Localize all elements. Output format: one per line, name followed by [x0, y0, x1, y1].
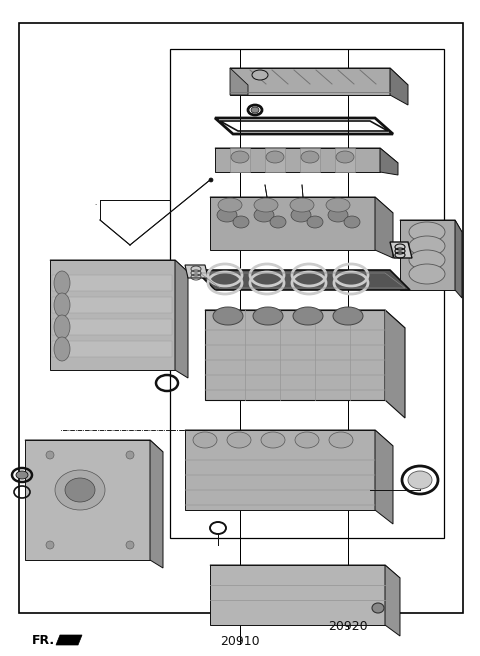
- Ellipse shape: [46, 451, 54, 459]
- Ellipse shape: [409, 236, 445, 256]
- Polygon shape: [215, 148, 380, 172]
- Ellipse shape: [336, 151, 354, 163]
- Polygon shape: [230, 148, 250, 172]
- Polygon shape: [185, 265, 208, 278]
- Ellipse shape: [16, 471, 28, 479]
- Polygon shape: [390, 68, 408, 105]
- Polygon shape: [56, 635, 82, 645]
- Polygon shape: [50, 260, 188, 272]
- Ellipse shape: [344, 216, 360, 228]
- Ellipse shape: [409, 264, 445, 284]
- Ellipse shape: [253, 307, 283, 325]
- Ellipse shape: [233, 216, 249, 228]
- Ellipse shape: [213, 307, 243, 325]
- Polygon shape: [52, 275, 172, 291]
- Polygon shape: [400, 220, 462, 232]
- Ellipse shape: [46, 541, 54, 549]
- Ellipse shape: [251, 107, 259, 113]
- Ellipse shape: [54, 271, 70, 295]
- Polygon shape: [390, 242, 412, 258]
- Polygon shape: [25, 440, 163, 452]
- Bar: [170, 49, 444, 538]
- Text: 20920: 20920: [328, 620, 368, 633]
- Polygon shape: [150, 440, 163, 568]
- Ellipse shape: [261, 432, 285, 448]
- Ellipse shape: [126, 541, 134, 549]
- Ellipse shape: [329, 432, 353, 448]
- Ellipse shape: [218, 198, 242, 212]
- Ellipse shape: [54, 315, 70, 339]
- Text: 20910: 20910: [220, 635, 260, 648]
- Ellipse shape: [293, 307, 323, 325]
- Text: FR.: FR.: [32, 634, 55, 647]
- Ellipse shape: [252, 70, 268, 80]
- Polygon shape: [230, 68, 390, 95]
- Polygon shape: [300, 148, 320, 172]
- Ellipse shape: [291, 208, 311, 222]
- Polygon shape: [52, 341, 172, 357]
- Polygon shape: [375, 430, 393, 524]
- Polygon shape: [385, 565, 400, 636]
- Ellipse shape: [328, 208, 348, 222]
- Ellipse shape: [295, 432, 319, 448]
- Ellipse shape: [217, 208, 237, 222]
- Ellipse shape: [307, 216, 323, 228]
- Ellipse shape: [254, 208, 274, 222]
- Polygon shape: [210, 197, 375, 250]
- Polygon shape: [210, 565, 400, 578]
- Ellipse shape: [409, 250, 445, 270]
- Ellipse shape: [54, 293, 70, 317]
- Polygon shape: [335, 148, 355, 172]
- Ellipse shape: [193, 432, 217, 448]
- Text: ·: ·: [94, 202, 96, 208]
- Polygon shape: [185, 430, 393, 446]
- Ellipse shape: [54, 337, 70, 361]
- Polygon shape: [230, 68, 248, 95]
- Ellipse shape: [409, 222, 445, 242]
- Ellipse shape: [270, 216, 286, 228]
- Ellipse shape: [372, 603, 384, 613]
- Polygon shape: [205, 310, 405, 328]
- Ellipse shape: [55, 470, 105, 510]
- Polygon shape: [230, 68, 408, 85]
- Polygon shape: [380, 148, 398, 175]
- Ellipse shape: [290, 198, 314, 212]
- Polygon shape: [175, 260, 188, 378]
- Ellipse shape: [333, 307, 363, 325]
- Polygon shape: [375, 197, 393, 258]
- Polygon shape: [385, 310, 405, 418]
- Polygon shape: [205, 310, 385, 400]
- Ellipse shape: [326, 198, 350, 212]
- Ellipse shape: [254, 198, 278, 212]
- Ellipse shape: [209, 178, 213, 182]
- Polygon shape: [210, 565, 385, 625]
- Polygon shape: [400, 220, 455, 290]
- Ellipse shape: [266, 151, 284, 163]
- Ellipse shape: [301, 151, 319, 163]
- Polygon shape: [52, 297, 172, 313]
- Polygon shape: [50, 260, 175, 370]
- Ellipse shape: [65, 478, 95, 502]
- Ellipse shape: [126, 451, 134, 459]
- Ellipse shape: [227, 432, 251, 448]
- Polygon shape: [25, 440, 150, 560]
- Polygon shape: [455, 220, 462, 298]
- Polygon shape: [210, 197, 393, 213]
- Polygon shape: [52, 319, 172, 335]
- Polygon shape: [185, 430, 375, 510]
- Ellipse shape: [231, 151, 249, 163]
- Ellipse shape: [408, 471, 432, 489]
- Polygon shape: [195, 270, 410, 290]
- Polygon shape: [265, 148, 285, 172]
- Polygon shape: [215, 148, 398, 163]
